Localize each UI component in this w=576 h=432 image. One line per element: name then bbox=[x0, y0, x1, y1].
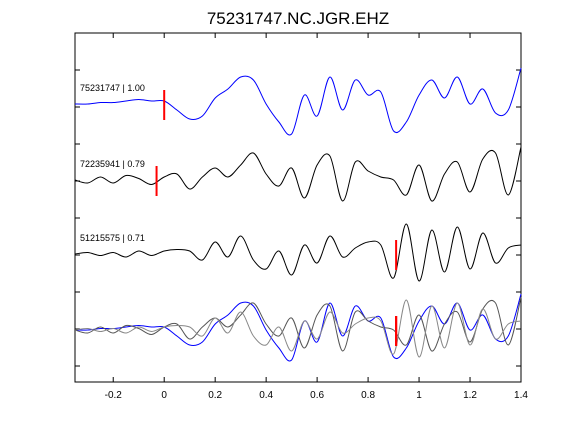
overlay-traces bbox=[74, 293, 522, 362]
x-tick-label: 0 bbox=[161, 390, 167, 401]
x-tick-label: 1.4 bbox=[514, 390, 528, 401]
pick-markers bbox=[155, 90, 398, 346]
plot-frame bbox=[74, 32, 522, 383]
trace-label: 51215575 | 0.71 bbox=[80, 233, 145, 243]
x-tick-label: 0.6 bbox=[310, 390, 324, 401]
x-axis-ticks: -0.2 0 0.2 0.4 0.6 0.8 1 1.2 1.4 bbox=[105, 33, 528, 401]
chart-title: 75231747.NC.JGR.EHZ bbox=[207, 9, 389, 28]
x-tick-label: 0.8 bbox=[361, 390, 375, 401]
traces bbox=[74, 67, 522, 282]
overlay-trace-line bbox=[74, 296, 522, 352]
overlay-trace-line bbox=[74, 299, 522, 358]
trace-line bbox=[74, 67, 522, 136]
x-tick-label: 1.2 bbox=[463, 390, 477, 401]
x-tick-label: 1 bbox=[416, 390, 422, 401]
trace-labels: 75231747 | 1.00 72235941 | 0.79 51215575 |… bbox=[80, 83, 145, 243]
trace-label: 75231747 | 1.00 bbox=[80, 83, 145, 93]
x-tick-label: 0.2 bbox=[208, 390, 222, 401]
trace-label: 72235941 | 0.79 bbox=[80, 159, 145, 169]
x-tick-label: 0.4 bbox=[259, 390, 273, 401]
trace-line bbox=[74, 223, 522, 282]
x-tick-label: -0.2 bbox=[105, 390, 123, 401]
trace-line bbox=[74, 146, 522, 202]
overlay-trace-line bbox=[74, 293, 522, 362]
